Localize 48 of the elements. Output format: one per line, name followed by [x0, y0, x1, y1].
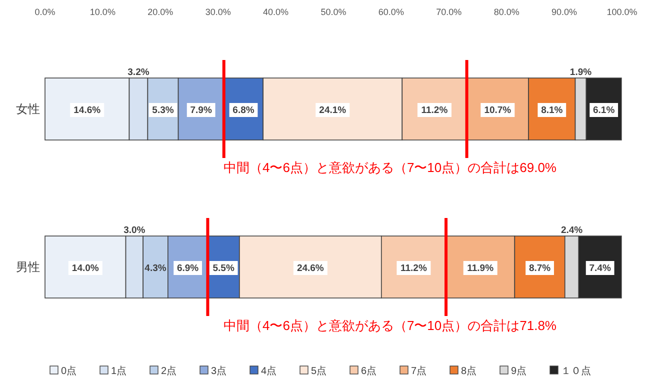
legend-label: 4点 — [261, 365, 277, 377]
data-label: 6.1% — [592, 105, 616, 116]
legend-label: １０点 — [561, 365, 591, 377]
data-label: 8.7% — [528, 263, 552, 274]
data-label: 14.6% — [74, 105, 102, 116]
data-label: 3.0% — [124, 225, 146, 236]
legend-label: 2点 — [161, 365, 177, 377]
x-tick-label: 10.0% — [90, 7, 116, 17]
legend-label: 1点 — [111, 365, 127, 377]
data-label: 14.0% — [72, 263, 100, 274]
data-label: 11.9% — [467, 263, 494, 274]
data-label: 3.2% — [128, 67, 150, 78]
text: 中間（4〜6点）と意欲がある（7〜10点）の合計は71.8% — [223, 318, 557, 333]
data-label: 6.9% — [176, 263, 200, 274]
x-tick-label: 80.0% — [494, 7, 520, 17]
y-tick-label: 女性 — [16, 102, 40, 116]
x-tick-label: 70.0% — [436, 7, 462, 17]
data-label: 7.9% — [190, 105, 212, 116]
legend-label: 7点 — [411, 365, 427, 377]
data-label: 24.6% — [296, 263, 324, 274]
legend-label: 0点 — [61, 365, 77, 377]
x-tick-label: 40.0% — [263, 7, 289, 17]
data-label: 1.9% — [570, 67, 592, 78]
data-label: 10.7% — [484, 105, 512, 116]
text: 中間（4〜6点）と意欲がある（7〜10点）の合計は69.0% — [223, 160, 557, 175]
x-tick-label: 50.0% — [320, 7, 346, 17]
legend-label: 8点 — [461, 365, 477, 377]
data-label: 5.5% — [212, 263, 235, 274]
data-label: 11.2% — [400, 263, 428, 274]
x-tick-label: 20.0% — [148, 7, 174, 17]
data-label: 8.1% — [541, 105, 564, 116]
data-label: 6.8% — [232, 105, 255, 116]
legend-label: 6点 — [361, 365, 377, 377]
x-tick-label: 30.0% — [205, 7, 231, 17]
legend-label: 3点 — [211, 365, 227, 377]
legend-label: 9点 — [511, 365, 527, 377]
data-label: 11.2% — [421, 105, 448, 116]
data-label: 7.4% — [589, 263, 612, 274]
data-label: 5.3% — [152, 105, 174, 116]
x-tick-label: 90.0% — [552, 7, 578, 17]
data-label: 2.4% — [560, 225, 584, 236]
data-label: 24.1% — [319, 105, 347, 116]
x-tick-label: 100.0% — [606, 7, 638, 17]
data-label: 4.3% — [144, 263, 167, 274]
x-tick-label: 60.0% — [378, 7, 404, 17]
legend-label: 5点 — [311, 365, 327, 377]
y-tick-label: 男性 — [16, 260, 40, 274]
x-tick-label: 0.0% — [34, 7, 56, 17]
